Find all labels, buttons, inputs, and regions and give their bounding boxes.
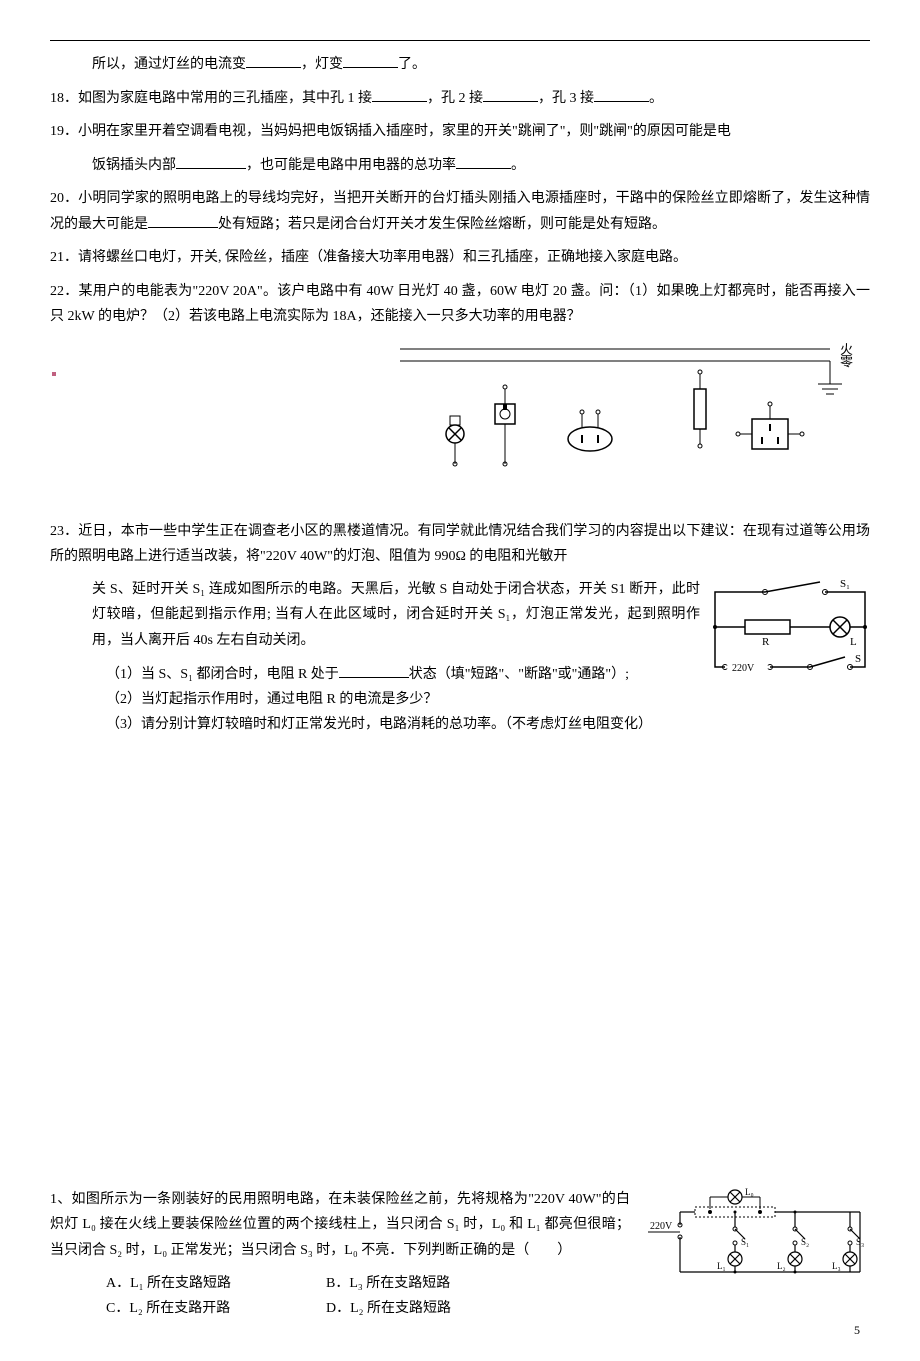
- q18: 18．如图为家庭电路中常用的三孔插座，其中孔 1 接 ，孔 2 接 ，孔 3 接 。: [50, 85, 870, 111]
- q23-sub3: （3）请分别计算灯较暗时和灯正常发光时，电路消耗的总功率。（不考虑灯丝电阻变化）: [50, 712, 870, 737]
- blank: [148, 211, 218, 228]
- q17-text1: 所以，通过灯丝的电流变: [92, 57, 246, 72]
- blank-space: [50, 737, 870, 1187]
- q18-text1: 如图为家庭电路中常用的三孔插座，其中孔 1 接: [78, 91, 372, 106]
- q23-text2: 关 S、延时开关 S₁ 连成如图所示的电路。天黑后，光敏 S 自动处于闭合状态，…: [92, 582, 700, 647]
- blank: [176, 152, 246, 169]
- q20-num: 20．: [50, 191, 78, 206]
- q19-text3: ，也可能是电路中用电器的总功率: [246, 158, 456, 173]
- q23-circuit-diagram: S₁ R L S 220V: [710, 577, 870, 677]
- page-top-rule: [50, 40, 870, 41]
- page-number: 5: [854, 1320, 860, 1342]
- s-label: S: [855, 653, 861, 665]
- q23: 23．近日，本市一些中学生正在调查老小区的黑楼道情况。有同学就此情况结合我们学习…: [50, 519, 870, 569]
- s2-label: S₂: [801, 1237, 809, 1247]
- q19-text1: 小明在家里开着空调看电视，当妈妈把电饭锅插入插座时，家里的开关"跳闸了"，则"跳…: [78, 124, 731, 139]
- q1-circuit-diagram: L₀ 220V S₁ L₁ S₂: [640, 1187, 870, 1277]
- q19: 19．小明在家里开着空调看电视，当妈妈把电饭锅插入插座时，家里的开关"跳闸了"，…: [50, 119, 870, 144]
- blank: [372, 85, 427, 102]
- blank: [594, 85, 649, 102]
- household-circuit-diagram: 火 零: [400, 339, 870, 499]
- l2-label: L₂: [777, 1261, 786, 1271]
- q23-num: 23．: [50, 524, 78, 539]
- q18-text3: ，孔 3 接: [538, 91, 594, 106]
- q1-options: A．L₁ 所在支路短路 B．L₃ 所在支路短路 C．L₂ 所在支路开路 D．L₂…: [50, 1271, 870, 1321]
- q22-num: 22．: [50, 284, 79, 299]
- l1-label: L₁: [717, 1261, 726, 1271]
- opt-a: A．L₁ 所在支路短路: [106, 1271, 326, 1296]
- q1-num: 1、: [50, 1192, 72, 1207]
- s1-label: S₁: [741, 1237, 749, 1247]
- opt-b: B．L₃ 所在支路短路: [326, 1271, 450, 1296]
- blank: [456, 152, 511, 169]
- q23-sub1b: 状态（填"短路"、"断路"或"通路"）;: [409, 667, 629, 682]
- q17-text2: ，灯变: [301, 57, 343, 72]
- q17-continuation: 所以，通过灯丝的电流变 ，灯变 了。: [50, 51, 870, 77]
- q21-text: 请将螺丝口电灯，开关, 保险丝，插座（准备接大功率用电器）和三孔插座，正确地接入…: [78, 250, 687, 265]
- l-label: L: [850, 636, 857, 648]
- q18-num: 18．: [50, 91, 78, 106]
- voltage-label: 220V: [732, 663, 755, 674]
- q22-text: 某用户的电能表为"220V 20A"。该户电路中有 40W 日光灯 40 盏，6…: [50, 284, 870, 324]
- blank: [246, 51, 301, 68]
- q1-text1: 如图所示为一条刚装好的民用照明电路，在未装保险丝之前，先将规格为"220V 40…: [50, 1192, 630, 1257]
- q21-num: 21．: [50, 250, 78, 265]
- blank: [483, 85, 538, 102]
- s1-label: S₁: [840, 578, 850, 590]
- s3-label: S₃: [856, 1237, 864, 1247]
- q20-text2: 处有短路；若只是闭合台灯开关才发生保险丝熔断，则可能是处有短路。: [218, 217, 666, 232]
- q19-num: 19．: [50, 124, 78, 139]
- q20: 20．小明同学家的照明电路上的导线均完好，当把开关断开的台灯插头刚插入电源插座时…: [50, 186, 870, 237]
- q23-sub2: （2）当灯起指示作用时，通过电阻 R 的电流是多少？: [50, 687, 870, 712]
- blank: [339, 661, 409, 678]
- l0-label: L₀: [745, 1187, 754, 1197]
- r-label: R: [762, 636, 770, 648]
- q19-text2: 饭锅插头内部: [92, 158, 176, 173]
- q22: 22．某用户的电能表为"220V 20A"。该户电路中有 40W 日光灯 40 …: [50, 279, 870, 329]
- neutral-wire-label: 零: [840, 354, 853, 369]
- q19-line2: 饭锅插头内部 ，也可能是电路中用电器的总功率 。: [50, 152, 870, 178]
- q18-text2: ，孔 2 接: [427, 91, 483, 106]
- opt-d: D．L₂ 所在支路短路: [326, 1296, 451, 1321]
- decorative-dot: [52, 372, 56, 376]
- voltage-label: 220V: [650, 1221, 673, 1232]
- q23-sub3-text: （3）请分别计算灯较暗时和灯正常发光时，电路消耗的总功率。（不考虑灯丝电阻变化）: [106, 717, 652, 732]
- q23-sub2-text: （2）当灯起指示作用时，通过电阻 R 的电流是多少？: [106, 692, 437, 707]
- q18-text4: 。: [649, 91, 663, 106]
- q19-text4: 。: [511, 158, 525, 173]
- blank: [343, 51, 398, 68]
- l3-label: L₃: [832, 1261, 841, 1271]
- q23-text1: 近日，本市一些中学生正在调查老小区的黑楼道情况。有同学就此情况结合我们学习的内容…: [50, 524, 870, 564]
- q17-text3: 了。: [398, 57, 426, 72]
- q21: 21．请将螺丝口电灯，开关, 保险丝，插座（准备接大功率用电器）和三孔插座，正确…: [50, 245, 870, 270]
- q23-sub1a: （1）当 S、S₁ 都闭合时，电阻 R 处于: [106, 667, 339, 682]
- opt-c: C．L₂ 所在支路开路: [106, 1296, 326, 1321]
